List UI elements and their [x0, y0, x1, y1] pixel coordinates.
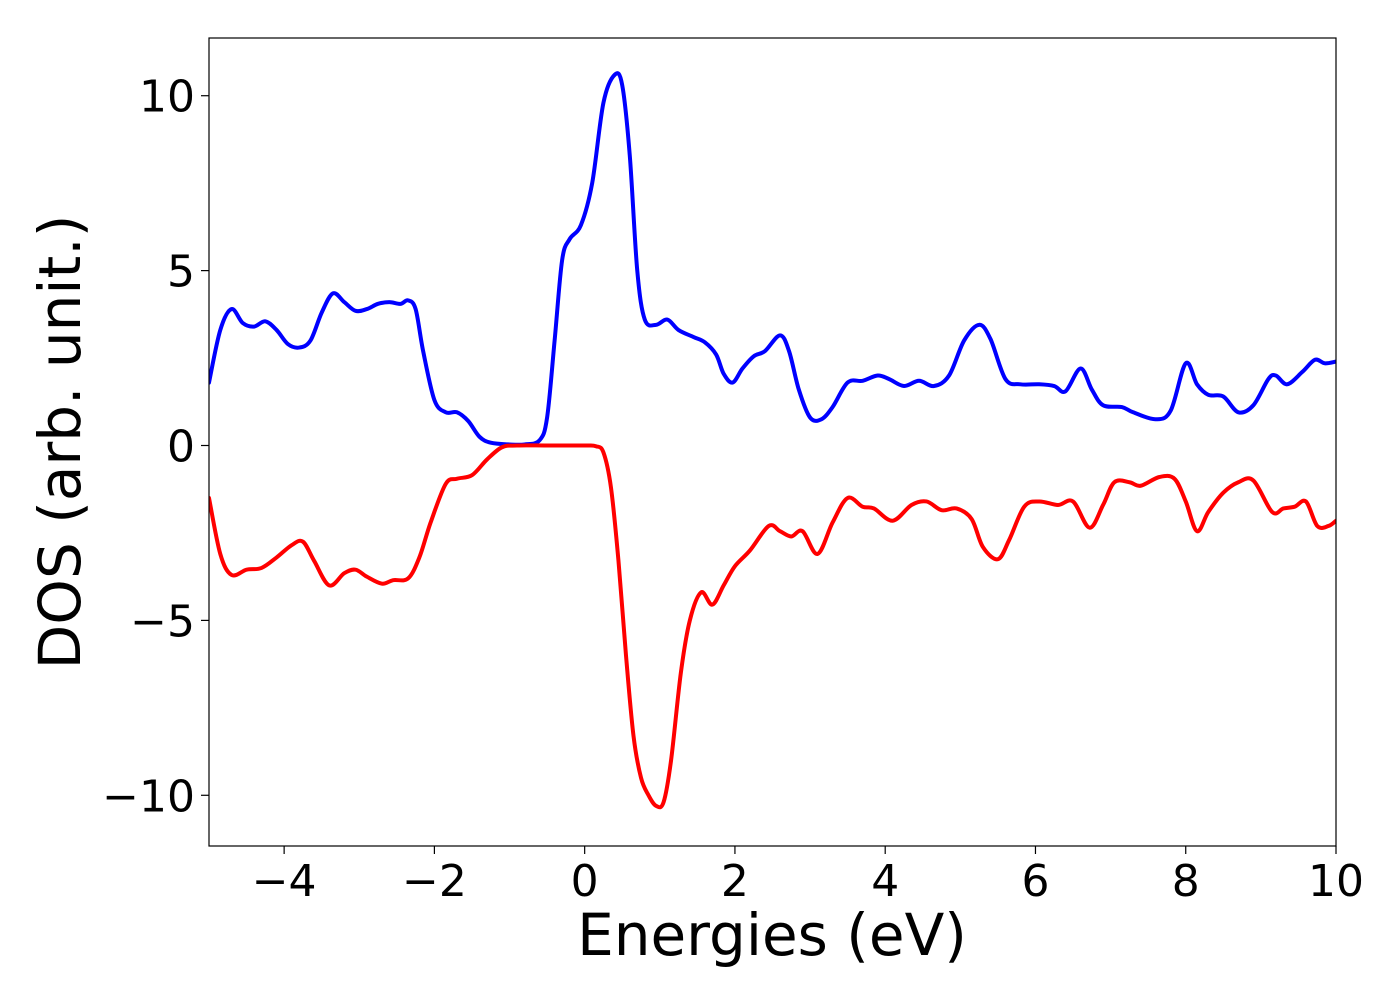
x-tick-label: 2 — [721, 856, 749, 907]
x-tick-label: 10 — [1308, 856, 1364, 907]
x-axis-label: Energies (eV) — [577, 901, 967, 969]
x-tick-label: −4 — [252, 856, 317, 907]
series-line-1 — [209, 71, 1336, 447]
y-tick-label: 10 — [139, 72, 195, 123]
y-tick-label: 5 — [167, 247, 195, 298]
series-line-2 — [209, 443, 1336, 810]
y-tick-label: −5 — [130, 596, 195, 647]
x-tick-label: −2 — [402, 856, 467, 907]
y-axis-label: DOS (arb. unit.) — [26, 215, 94, 670]
y-tick-label: −10 — [102, 771, 195, 822]
x-tick-label: 0 — [571, 856, 599, 907]
series-layer — [209, 71, 1336, 810]
x-ticks: −4 −2 0 2 4 6 8 10 — [252, 846, 1364, 907]
x-tick-label: 6 — [1021, 856, 1049, 907]
y-tick-label: 0 — [167, 421, 195, 472]
x-tick-label: 4 — [871, 856, 899, 907]
x-tick-label: 8 — [1172, 856, 1200, 907]
y-ticks: 10 5 0 −5 −10 — [102, 72, 209, 822]
plot-frame — [208, 37, 1337, 847]
